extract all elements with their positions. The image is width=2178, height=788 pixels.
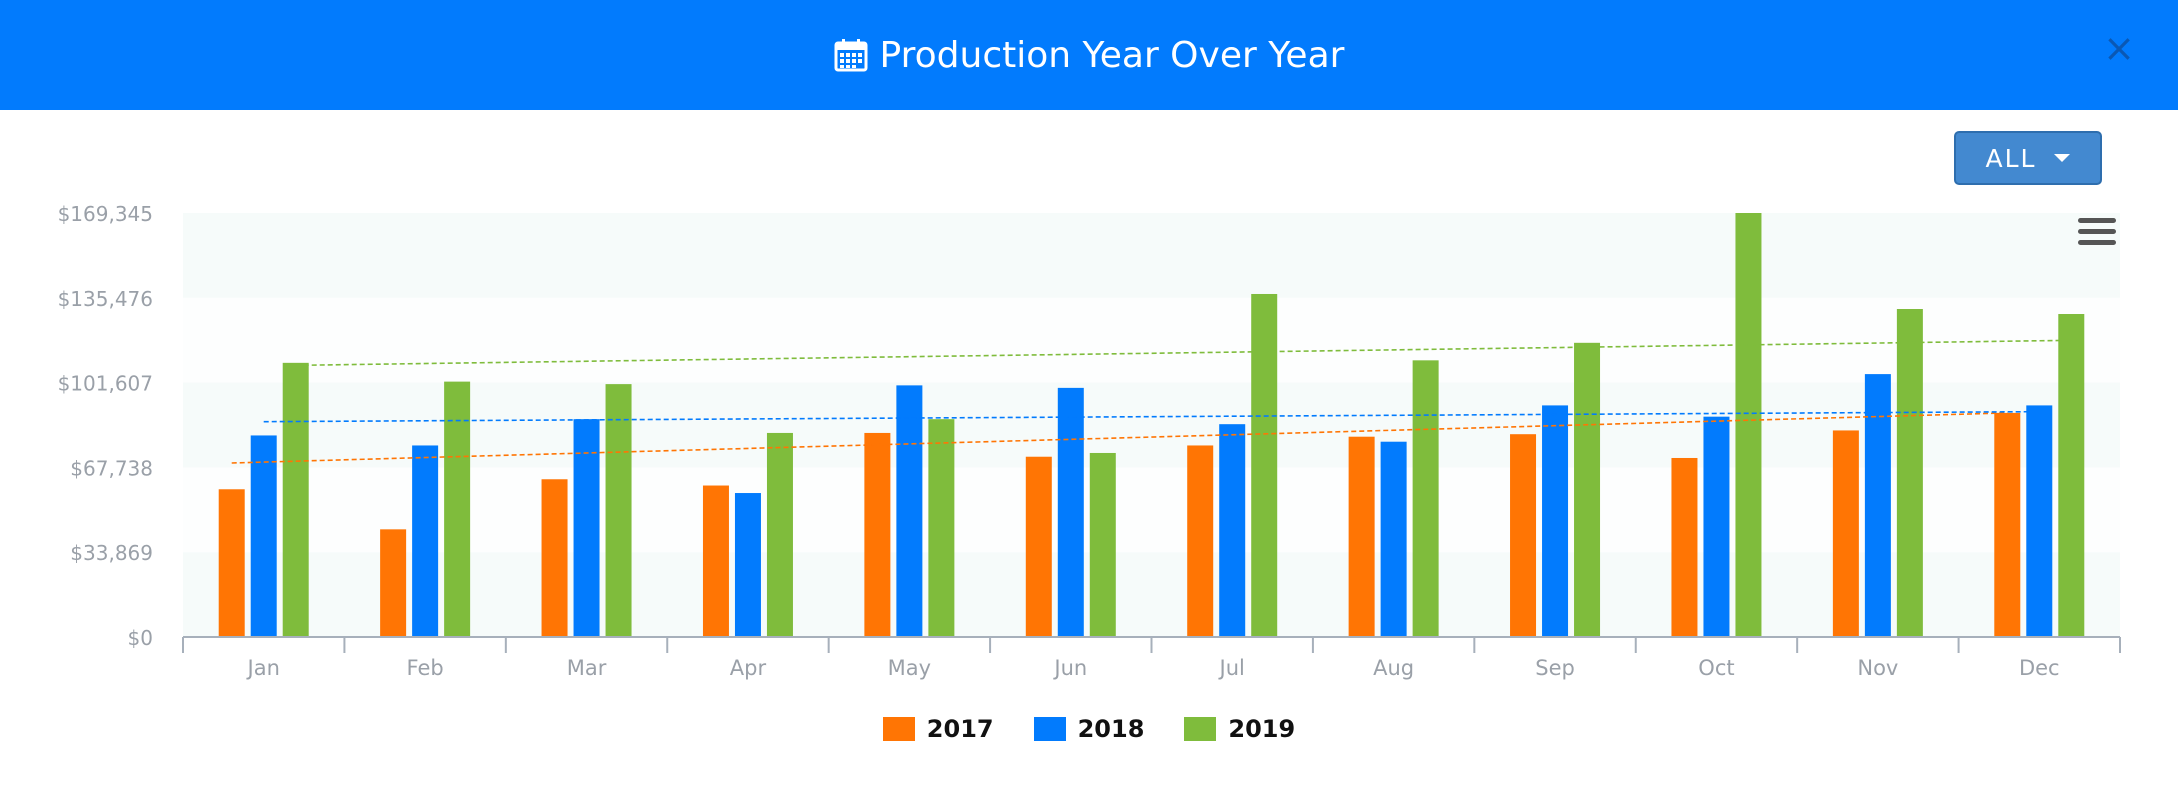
legend-item-2019[interactable]: 2019 [1184, 715, 1295, 743]
bar-2019-mar[interactable] [605, 384, 632, 637]
modal-title-text: Production Year Over Year [879, 34, 1345, 76]
year-filter-value: ALL [1985, 143, 2037, 173]
legend-swatch [1184, 717, 1217, 741]
bar-2019-jan[interactable] [282, 362, 309, 637]
x-tick-label: Jul [1218, 656, 1245, 680]
bar-2018-nov[interactable] [1864, 374, 1891, 637]
chart-legend: 2017 2018 2019 [0, 715, 2178, 743]
bar-2017-dec[interactable] [1994, 412, 2021, 637]
bar-2019-aug[interactable] [1412, 360, 1439, 637]
modal-header: Production Year Over Year × [0, 0, 2178, 110]
legend-swatch [1033, 717, 1066, 741]
bar-2017-nov[interactable] [1832, 430, 1859, 637]
bar-2017-jul[interactable] [1187, 445, 1214, 637]
y-tick-label: $135,476 [58, 287, 153, 311]
grid-band [183, 382, 2120, 468]
y-tick-label: $169,345 [58, 202, 153, 226]
y-tick-label: $67,738 [70, 456, 153, 480]
grid-band [183, 467, 2120, 553]
bar-2018-apr[interactable] [734, 493, 761, 637]
bar-2019-oct[interactable] [1735, 213, 1762, 637]
bar-2018-jul[interactable] [1219, 424, 1246, 637]
x-tick-label: Jan [246, 656, 280, 680]
x-tick-label: May [888, 656, 931, 680]
bar-2018-oct[interactable] [1703, 416, 1730, 637]
x-tick-label: Jun [1052, 656, 1087, 680]
grid-band [183, 552, 2120, 637]
x-tick-label: Oct [1698, 656, 1734, 680]
bar-2019-sep[interactable] [1574, 342, 1601, 637]
hamburger-menu-icon[interactable] [2078, 218, 2116, 252]
bar-2018-dec[interactable] [2026, 405, 2053, 637]
legend-item-2018[interactable]: 2018 [1033, 715, 1145, 743]
bar-2018-may[interactable] [896, 385, 923, 637]
bar-2018-jan[interactable] [250, 435, 277, 637]
bar-2019-dec[interactable] [2058, 314, 2085, 637]
legend-label: 2017 [926, 715, 994, 743]
caret-down-icon [2054, 154, 2071, 162]
bar-2018-jun[interactable] [1057, 387, 1084, 637]
bar-2019-jun[interactable] [1089, 452, 1116, 637]
bar-2019-nov[interactable] [1896, 309, 1923, 637]
x-tick-label: Aug [1373, 656, 1414, 680]
bar-2017-apr[interactable] [702, 485, 729, 637]
legend-label: 2018 [1077, 715, 1145, 743]
bar-2019-feb[interactable] [444, 381, 471, 637]
legend-swatch [882, 717, 915, 741]
bar-2018-aug[interactable] [1380, 441, 1407, 637]
bar-2017-jun[interactable] [1025, 456, 1052, 637]
bar-2018-feb[interactable] [412, 445, 439, 637]
legend-label: 2019 [1228, 715, 1296, 743]
x-tick-label: Feb [407, 656, 444, 680]
grid-band [183, 297, 2120, 383]
bar-2019-apr[interactable] [766, 432, 793, 637]
bar-2017-jan[interactable] [218, 489, 245, 637]
modal-title: Production Year Over Year [834, 34, 1345, 76]
bar-2019-may[interactable] [928, 419, 955, 637]
y-tick-label: $0 [128, 626, 153, 650]
bar-2017-oct[interactable] [1671, 457, 1698, 637]
close-button[interactable]: × [2103, 26, 2135, 70]
bar-2017-mar[interactable] [541, 479, 568, 637]
bar-2018-sep[interactable] [1542, 405, 1569, 637]
x-tick-label: Apr [730, 656, 767, 680]
bar-2017-sep[interactable] [1510, 434, 1537, 637]
bar-2017-may[interactable] [864, 432, 891, 637]
calendar-icon [834, 39, 868, 72]
bar-2018-mar[interactable] [573, 419, 600, 637]
x-tick-label: Dec [2019, 656, 2060, 680]
trend-line-2017 [231, 412, 2008, 464]
x-tick-label: Mar [567, 656, 607, 680]
y-tick-label: $33,869 [70, 541, 153, 565]
x-tick-label: Sep [1535, 656, 1575, 680]
bar-2019-jul[interactable] [1251, 293, 1278, 637]
grid-band [183, 213, 2120, 298]
x-tick-label: Nov [1857, 656, 1898, 680]
bar-2017-feb[interactable] [380, 529, 407, 637]
bar-2017-aug[interactable] [1348, 436, 1375, 637]
year-filter-dropdown[interactable]: ALL [1954, 131, 2102, 185]
legend-item-2017[interactable]: 2017 [882, 715, 994, 743]
y-tick-label: $101,607 [58, 372, 153, 396]
